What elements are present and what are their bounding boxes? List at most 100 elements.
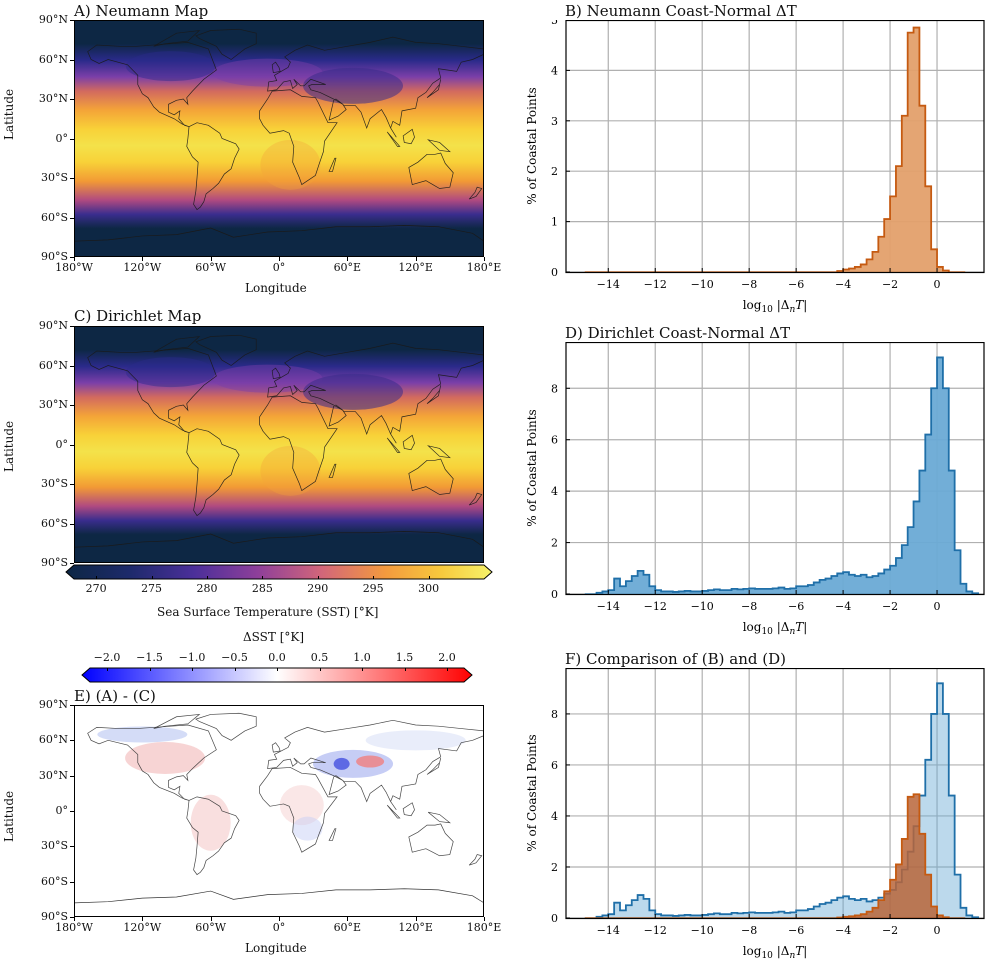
histogram-step-neumann — [836, 26, 950, 272]
sst-colorbar-tick: 275 — [141, 582, 163, 595]
coastline-antarctica — [73, 888, 485, 904]
histogram-fill-dirichlet — [596, 683, 979, 918]
panel-e-title: E) (A) - (C) — [74, 687, 156, 705]
sst-colorbar-tick-mark — [262, 576, 264, 579]
coastline-greenland — [195, 28, 257, 60]
coastline-australia — [408, 152, 454, 189]
coastline-japan — [426, 79, 442, 98]
plot-frame — [565, 342, 985, 596]
y-tick-label: 1 — [551, 216, 558, 229]
mapE-xtick-mark — [74, 917, 75, 921]
mapE-ytick-mark — [70, 917, 74, 918]
dsst-colorbar-tick-mark — [192, 668, 193, 671]
map-frame — [74, 20, 484, 257]
mapA-xtick: 120°E — [398, 261, 433, 274]
panel-f-title: F) Comparison of (B) and (D) — [565, 650, 786, 668]
map-c-ylabel: Latitude — [2, 420, 16, 472]
mapA-xtick-mark — [210, 257, 212, 261]
mapC-ytick-mark — [70, 523, 74, 525]
x-tick-label: −4 — [835, 924, 851, 937]
y-axis-label: % of Coastal Points — [525, 87, 539, 204]
dsst-colorbar-tick-mark — [234, 668, 236, 671]
y-tick-label: 0 — [551, 588, 558, 601]
central-asia-cool-region — [303, 373, 404, 410]
mapC-ytick: 60°N — [38, 358, 68, 372]
mapC-ytick-mark — [70, 326, 74, 327]
coastline-africa — [259, 767, 338, 853]
y-tick-label: 3 — [551, 115, 558, 128]
coastline-north-america — [87, 42, 217, 127]
x-tick-label: −10 — [691, 924, 714, 937]
coastline-south-america — [186, 122, 240, 211]
mapC-ytick-mark — [70, 405, 74, 406]
histogram-fill-neumann — [837, 794, 949, 918]
map-a-neumann — [73, 20, 485, 257]
mapA-ytick: 60°N — [38, 52, 68, 66]
mapE-ytick: 60°N — [38, 733, 68, 747]
coastline-madagascar — [328, 463, 337, 478]
mapA-xtick: 180°W — [55, 261, 93, 274]
x-tick-label: −2 — [882, 600, 898, 613]
dsst-colorbar-tick-mark — [362, 668, 363, 671]
sst-colorbar-tick-mark — [317, 576, 319, 579]
y-tick-label: 6 — [551, 434, 558, 447]
benguela-region — [260, 445, 321, 496]
mapE-xtick-mark — [210, 917, 212, 921]
mapA-xtick-mark — [142, 257, 144, 261]
sst-colorbar-tick: 285 — [251, 582, 273, 595]
x-axis-label: log10 |ΔnT| — [743, 620, 808, 637]
mapE-xtick: 0° — [272, 921, 286, 934]
coastline-eurasia — [267, 719, 485, 811]
coastline-indonesia-borneo — [402, 128, 415, 145]
mapE-ytick: 90°N — [38, 698, 68, 711]
dsst-colorbar-tick: 0.5 — [310, 651, 329, 664]
coastline-antarctica — [73, 225, 485, 242]
mapE-xtick-mark — [142, 917, 144, 921]
dsst-colorbar-tick: 1.0 — [353, 651, 371, 664]
mapA-ytick: 90°S — [40, 250, 68, 263]
cbarSST-svg — [65, 564, 493, 580]
coastline-greenland — [195, 712, 257, 741]
mapE-xtick-mark — [347, 917, 349, 921]
x-tick-label: −6 — [788, 278, 804, 291]
map-a-xlabel: Longitude — [245, 281, 307, 295]
mapA-xtick: 0° — [272, 261, 286, 274]
sst-colorbar-tick: 300 — [418, 582, 440, 595]
panel-d-title: D) Dirichlet Coast-Normal ΔT — [565, 324, 791, 342]
coastline-greenland — [195, 334, 257, 366]
coastline-arctic-islands — [153, 30, 201, 47]
coastline-uk — [271, 61, 281, 74]
mapC-ytick-mark — [70, 444, 74, 446]
y-tick-label: 5 — [551, 20, 558, 27]
north-atlantic-warm-tongue — [212, 364, 323, 393]
y-tick-label: 2 — [551, 861, 558, 874]
diff-africa-cool — [292, 816, 323, 841]
sst-colorbar — [65, 564, 493, 580]
sst-colorbar-tick: 295 — [362, 582, 384, 595]
dsst-colorbar-tick-mark — [319, 668, 321, 671]
dsst-colorbar-tick-mark — [107, 668, 108, 671]
north-america-cool-region — [125, 357, 216, 388]
mapC-ytick: 90°N — [38, 319, 68, 332]
mapE-ytick: 60°S — [40, 874, 68, 888]
diff-tibet-warm — [356, 755, 385, 768]
mapA-ytick-mark — [70, 20, 74, 21]
coastline-north-america — [87, 724, 217, 801]
mapC-ytick-mark — [70, 563, 74, 564]
mapC-ytick: 90°S — [40, 556, 68, 569]
dsst-colorbar-tick: 1.5 — [395, 651, 414, 664]
x-tick-label: −14 — [597, 278, 620, 291]
map-a-ylabel: Latitude — [2, 88, 16, 140]
coastline-australia — [408, 823, 454, 857]
mapA-xtick-mark — [347, 257, 349, 261]
coastline-indonesia-borneo — [402, 802, 415, 817]
mapA-xtick: 180°E — [466, 261, 502, 274]
mapE-ytick-mark — [70, 705, 74, 706]
dsst-colorbar — [81, 667, 473, 683]
coastline-new-guinea — [427, 811, 451, 824]
mapA-ytick: 60°S — [40, 210, 68, 224]
x-tick-label: −8 — [741, 600, 757, 613]
mapA-ytick-mark — [70, 59, 74, 61]
dsst-colorbar-tick-mark — [149, 668, 151, 671]
coastline-uk — [271, 742, 281, 753]
